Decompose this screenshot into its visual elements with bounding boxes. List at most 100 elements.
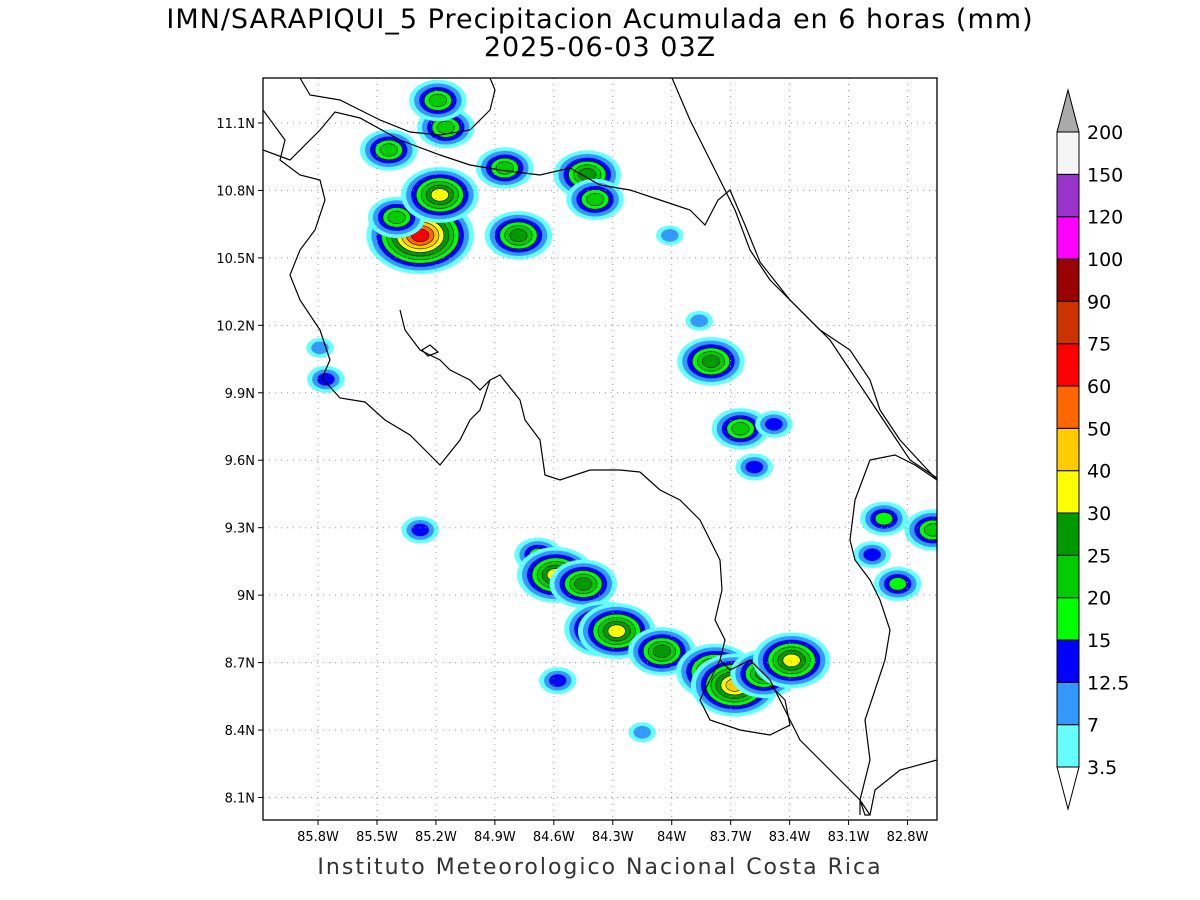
colorbar-label: 200 bbox=[1087, 122, 1123, 144]
lat-tick-label: 10.8N bbox=[216, 184, 255, 199]
footer-credit: Instituto Meteorologico Nacional Costa R… bbox=[317, 855, 883, 880]
colorbar-label: 12.5 bbox=[1087, 672, 1129, 694]
precip-cell bbox=[360, 129, 418, 171]
precip-cell bbox=[409, 79, 467, 122]
precip-cell bbox=[755, 410, 793, 438]
pacific-coast-guanacaste bbox=[263, 109, 641, 481]
precip-contour bbox=[317, 372, 335, 386]
precip-cell bbox=[306, 337, 334, 358]
precip-contour bbox=[387, 210, 406, 225]
nicoya-gulf-coast bbox=[399, 309, 491, 391]
map-subtitle: 2025-06-03 03Z bbox=[483, 32, 717, 63]
precip-contour bbox=[586, 192, 605, 207]
precip-cell bbox=[401, 167, 479, 223]
lat-tick-label: 10.5N bbox=[216, 252, 255, 267]
nicaragua-border-line bbox=[263, 111, 937, 481]
axis-ticks: 85.8W 85.5W 85.2W 84.9W 84.6W 84.3W 84W 83.7W 83… bbox=[216, 117, 928, 845]
central-pacific-coast bbox=[639, 471, 871, 816]
precip-cell bbox=[401, 516, 439, 544]
precip-cell bbox=[656, 225, 684, 246]
precip-cell bbox=[752, 632, 831, 689]
panama-border bbox=[849, 459, 891, 815]
precip-contour bbox=[690, 314, 708, 328]
lake-shoreline bbox=[299, 78, 496, 136]
lat-tick-label: 8.7N bbox=[225, 657, 255, 672]
caribbean-coast bbox=[671, 78, 937, 479]
precip-cell bbox=[566, 178, 624, 221]
precip-cell bbox=[860, 501, 908, 536]
precip-cell bbox=[549, 559, 618, 609]
lat-tick-label: 9N bbox=[237, 589, 255, 604]
colorbar-label: 25 bbox=[1087, 545, 1111, 567]
precip-contour bbox=[701, 354, 721, 368]
colorbar-min-arrow bbox=[1056, 766, 1080, 811]
lon-tick-label: 85.5W bbox=[356, 830, 398, 845]
precip-cell bbox=[484, 211, 553, 260]
lon-tick-label: 84.6W bbox=[533, 830, 575, 845]
punta-burica bbox=[859, 759, 937, 816]
lat-tick-label: 8.4N bbox=[225, 724, 255, 739]
precip-contour bbox=[509, 228, 528, 242]
colorbar-max-arrow bbox=[1056, 88, 1080, 133]
colorbar-label: 60 bbox=[1087, 376, 1111, 398]
lon-tick-label: 84.9W bbox=[474, 830, 516, 845]
precip-contour bbox=[495, 161, 514, 175]
precip-cell bbox=[711, 408, 770, 450]
precip-cell bbox=[873, 566, 922, 602]
lat-tick-label: 10.2N bbox=[216, 319, 255, 334]
precip-contour bbox=[430, 188, 449, 202]
precip-contour bbox=[874, 512, 893, 526]
map-title: IMN/SARAPIQUI_5 Precipitacion Acumulada … bbox=[166, 4, 1034, 35]
gulf-island bbox=[421, 344, 440, 357]
precip-cell bbox=[539, 667, 577, 695]
colorbar-swatch bbox=[1056, 385, 1080, 429]
colorbar-swatch bbox=[1056, 258, 1080, 302]
lon-tick-label: 85.2W bbox=[415, 830, 457, 845]
lon-tick-label: 82.8W bbox=[887, 830, 929, 845]
lon-tick-label: 85.8W bbox=[297, 830, 339, 845]
colorbar-label: 3.5 bbox=[1087, 757, 1117, 779]
precip-contour bbox=[633, 726, 651, 739]
colorbar-swatch bbox=[1056, 216, 1080, 260]
colorbar-label: 30 bbox=[1087, 503, 1111, 525]
precip-contour bbox=[607, 624, 626, 638]
colorbar-swatch bbox=[1056, 512, 1080, 556]
colorbar-label: 90 bbox=[1087, 291, 1111, 313]
precip-cell bbox=[628, 627, 696, 676]
plot-frame bbox=[262, 77, 938, 821]
lon-tick-label: 84W bbox=[657, 830, 687, 845]
colorbar-label: 75 bbox=[1087, 334, 1111, 356]
precip-cell bbox=[475, 147, 534, 189]
lon-tick-label: 84.3W bbox=[592, 830, 634, 845]
colorbar-swatch bbox=[1056, 681, 1080, 726]
lon-tick-label: 83.1W bbox=[828, 830, 870, 845]
precip-cell bbox=[904, 509, 937, 551]
precip-contour bbox=[436, 120, 455, 135]
colorbar-swatch bbox=[1056, 597, 1080, 641]
colorbar-label: 50 bbox=[1087, 418, 1111, 440]
lat-tick-label: 9.6N bbox=[225, 454, 255, 469]
lat-tick-label: 9.3N bbox=[225, 522, 255, 537]
precip-cell bbox=[853, 541, 891, 569]
panama-coast bbox=[869, 454, 937, 481]
colorbar-label: 150 bbox=[1087, 164, 1123, 186]
precip-contour bbox=[661, 229, 679, 242]
colorbar-swatch bbox=[1056, 470, 1080, 514]
lon-tick-label: 83.7W bbox=[710, 830, 752, 845]
lat-tick-label: 8.1N bbox=[225, 792, 255, 807]
lon-tick-label: 83.4W bbox=[769, 830, 811, 845]
precipitation-field bbox=[306, 79, 937, 743]
precip-contour bbox=[428, 93, 447, 108]
colorbar-swatch bbox=[1056, 343, 1080, 387]
colorbar-label: 120 bbox=[1087, 207, 1123, 229]
precip-cell bbox=[735, 453, 774, 481]
colorbar-swatch bbox=[1056, 724, 1080, 768]
precip-cell bbox=[677, 337, 745, 386]
colorbar-label: 20 bbox=[1087, 588, 1111, 610]
precip-contour bbox=[411, 523, 429, 537]
colorbar-swatch bbox=[1056, 427, 1080, 472]
colorbar-label: 15 bbox=[1087, 630, 1111, 652]
colorbar-swatch bbox=[1056, 554, 1080, 599]
colorbar-swatch bbox=[1056, 173, 1080, 218]
